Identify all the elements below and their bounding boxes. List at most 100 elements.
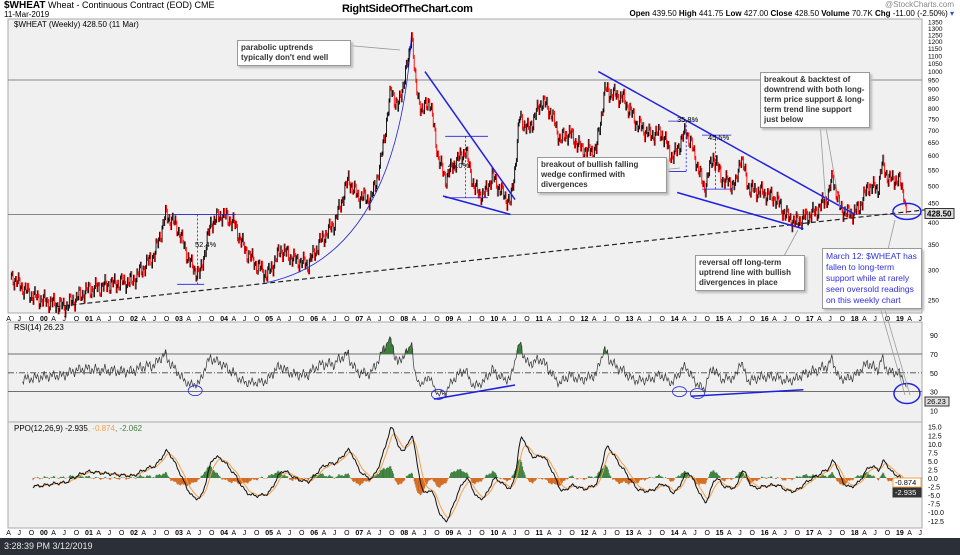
x-axis-tick-label: 03 — [175, 316, 183, 323]
x-axis-tick-label: 00 — [40, 316, 48, 323]
pct-label: 45.0% — [448, 161, 470, 170]
x-axis-tick-label: A — [367, 316, 372, 323]
rsi-axis-tick: 30 — [930, 390, 938, 397]
x-axis-tick-label: J — [333, 530, 337, 537]
chg-label: Chg — [874, 9, 891, 18]
x-axis-tick-label: O — [704, 316, 710, 323]
x-axis-tick-label: J — [423, 530, 427, 537]
price-axis-tick: 950 — [928, 77, 939, 84]
x-axis-tick-label: A — [231, 530, 236, 537]
open-value: 439.50 — [652, 9, 677, 18]
x-axis-tick-label: A — [817, 316, 822, 323]
low-value: 427.00 — [743, 9, 769, 18]
x-axis-tick-label: A — [322, 530, 327, 537]
x-axis-tick-label: J — [153, 316, 157, 323]
x-axis-tick-label: 03 — [175, 530, 183, 537]
x-axis-tick-label: J — [288, 530, 292, 537]
price-axis-tick: 800 — [928, 106, 939, 113]
x-axis-tick-label: J — [693, 316, 697, 323]
x-axis-tick-label: 07 — [355, 530, 363, 537]
x-axis-tick-label: A — [412, 316, 417, 323]
x-axis-tick-label: O — [209, 316, 215, 323]
x-axis-tick-label: 16 — [761, 530, 769, 537]
x-axis-tick-label: A — [862, 530, 867, 537]
x-axis-tick-label: 09 — [445, 530, 453, 537]
rsi-line — [22, 336, 907, 397]
ppo-axis-tick: 7.5 — [928, 450, 938, 457]
x-axis-tick-label: O — [659, 530, 665, 537]
open-label: Open — [629, 9, 650, 18]
status-bar-timestamp: 3:28:39 PM 3/12/2019 — [0, 538, 960, 555]
ppo-panel-title: PPO(12,26,9) -2.935, -0.874, -2.062 — [14, 424, 143, 433]
price-axis-tick: 750 — [928, 116, 939, 123]
x-axis-tick-label: O — [750, 316, 756, 323]
x-axis-tick-label: J — [423, 316, 427, 323]
ppo-axis-tick: -7.5 — [928, 502, 940, 509]
x-axis-tick-label: J — [243, 530, 247, 537]
x-axis-tick-label: A — [457, 530, 462, 537]
price-last-tag: 428.50 — [924, 208, 955, 219]
x-axis-tick-label: J — [783, 316, 787, 323]
rsi-divergence-line — [690, 388, 804, 398]
x-axis-tick-label: O — [795, 316, 801, 323]
x-axis-tick-label: A — [6, 530, 11, 537]
annotation-parabolic: parabolic uptrends typically don't end w… — [237, 40, 351, 66]
price-axis-tick: 400 — [928, 220, 939, 227]
x-axis-tick-label: 04 — [220, 530, 228, 537]
x-axis-tick-label: 16 — [761, 316, 769, 323]
x-axis-tick-label: O — [524, 530, 530, 537]
rsi-divergence-line — [433, 384, 516, 400]
x-axis-tick-label: J — [918, 316, 922, 323]
x-axis-tick-label: J — [378, 530, 382, 537]
x-axis-tick-label: 12 — [581, 530, 589, 537]
rsi-panel-title: RSI(14) 26.23 — [14, 323, 64, 332]
x-axis-tick-label: O — [344, 530, 350, 537]
x-axis-tick-label: J — [828, 530, 832, 537]
x-axis-tick-label: A — [907, 530, 912, 537]
x-axis-tick-label: 10 — [491, 316, 499, 323]
ppo-axis-tick: 2.5 — [928, 467, 938, 474]
x-axis-tick-label: A — [277, 530, 282, 537]
close-label: Close — [770, 9, 793, 18]
wedge-lower-line — [442, 195, 511, 216]
x-axis-tick-label: 14 — [671, 316, 679, 323]
price-axis-tick: 250 — [928, 298, 939, 305]
rsi-axis-tick: 10 — [930, 408, 938, 415]
callout-pointer — [881, 299, 911, 396]
x-axis-tick-label: 15 — [716, 530, 724, 537]
high-value: 441.75 — [698, 9, 724, 18]
price-axis-tick: 900 — [928, 86, 939, 93]
x-axis-tick-label: 08 — [400, 530, 408, 537]
x-axis-tick-label: A — [547, 530, 552, 537]
x-axis-tick-label: J — [828, 316, 832, 323]
x-axis-tick-label: 02 — [130, 316, 138, 323]
x-axis-tick-label: O — [434, 316, 440, 323]
rsi-axis-tick: 70 — [930, 352, 938, 359]
x-axis-tick-label: O — [164, 316, 170, 323]
x-axis-tick-label: A — [727, 316, 732, 323]
price-axis-tick: 500 — [928, 183, 939, 190]
x-axis-tick-label: A — [457, 316, 462, 323]
ppo-axis-tick: 0.0 — [928, 476, 938, 483]
rsi-tag-text: 26.23 — [927, 397, 946, 406]
x-axis-tick-label: 13 — [626, 316, 634, 323]
x-axis-tick-label: O — [750, 530, 756, 537]
long-term-trend-line — [55, 209, 926, 308]
x-axis-tick-label: O — [659, 316, 665, 323]
annotation-wedge: breakout of bullish falling wedge confir… — [537, 157, 667, 193]
x-axis-tick-label: 01 — [85, 530, 93, 537]
x-axis-tick-label: O — [479, 316, 485, 323]
x-axis-tick-label: A — [862, 316, 867, 323]
x-axis-tick-label: O — [704, 530, 710, 537]
x-axis-tick-label: 05 — [265, 530, 273, 537]
price-axis-tick: 650 — [928, 140, 939, 147]
x-axis-tick-label: 08 — [400, 316, 408, 323]
dropdown-arrow-icon[interactable]: ▾ — [949, 9, 954, 18]
rsi-low-circle — [690, 388, 705, 399]
price-axis-tick: 850 — [928, 96, 939, 103]
price-axis-tick: 1100 — [928, 53, 942, 60]
chg-value: -11.00 (-2.50%) — [892, 9, 948, 18]
x-axis-tick-label: O — [344, 316, 350, 323]
x-axis-tick-label: O — [479, 530, 485, 537]
x-axis-tick-label: A — [502, 530, 507, 537]
